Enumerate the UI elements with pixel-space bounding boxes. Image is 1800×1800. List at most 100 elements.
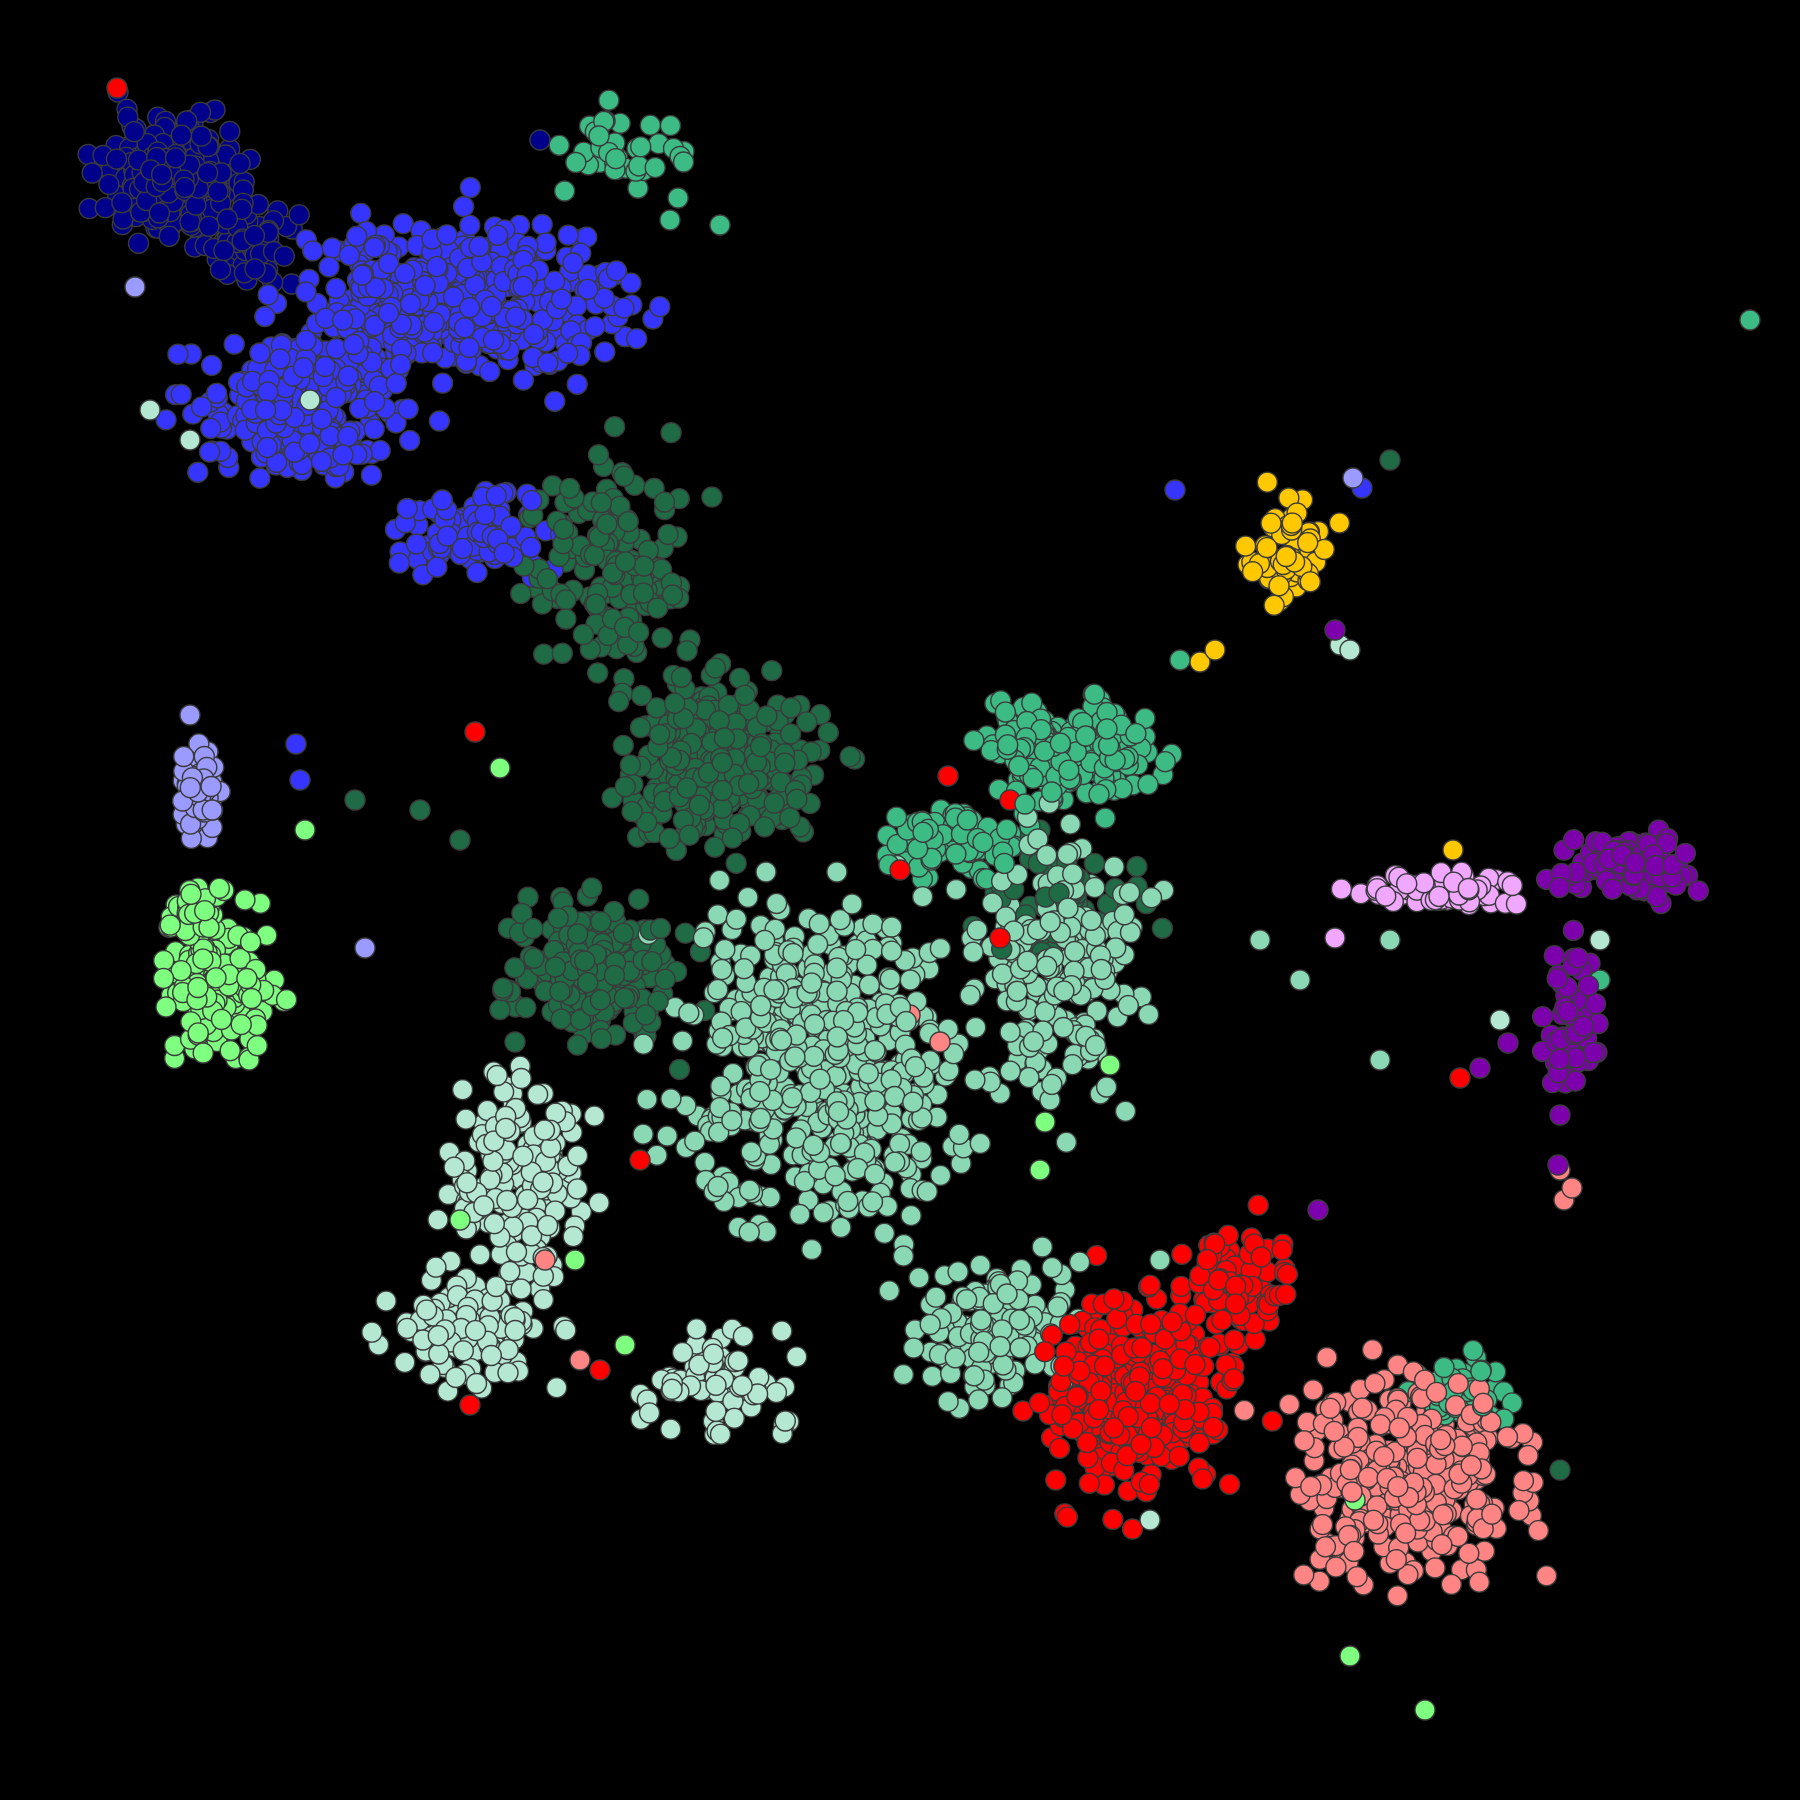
data-point	[533, 1119, 556, 1141]
data-point	[1086, 1000, 1108, 1022]
data-point	[314, 355, 336, 378]
data-point	[1170, 1275, 1192, 1298]
data-point	[1433, 1356, 1455, 1379]
data-point	[692, 927, 715, 949]
data-point	[1035, 844, 1058, 867]
data-point	[1116, 1444, 1138, 1467]
data-point	[603, 416, 626, 438]
data-point	[1039, 911, 1061, 933]
data-point	[826, 957, 848, 979]
data-point	[707, 978, 729, 1001]
data-point	[522, 917, 544, 940]
data-point	[614, 1334, 636, 1356]
data-point	[1140, 1313, 1162, 1335]
data-point	[657, 523, 679, 546]
data-point	[405, 533, 428, 555]
data-point	[464, 721, 486, 743]
data-point	[1224, 1293, 1247, 1315]
data-point	[738, 1179, 761, 1201]
data-point	[523, 947, 545, 969]
data-point	[670, 666, 693, 688]
data-point	[553, 180, 576, 202]
data-point	[812, 1201, 834, 1224]
data-point	[1531, 1006, 1554, 1028]
data-point	[1168, 1445, 1190, 1468]
data-point	[861, 1191, 884, 1213]
data-point	[1018, 1066, 1040, 1089]
data-point	[236, 967, 258, 990]
data-point	[1342, 467, 1364, 489]
data-point	[1139, 1274, 1161, 1297]
data-point	[826, 861, 848, 883]
data-point	[332, 309, 354, 331]
data-point	[921, 1365, 943, 1388]
data-point	[583, 544, 605, 566]
data-point	[1080, 909, 1103, 931]
data-point	[970, 1309, 992, 1331]
data-point	[294, 819, 316, 841]
data-point	[1184, 1304, 1207, 1326]
data-point	[638, 1402, 661, 1424]
data-point	[713, 727, 736, 749]
data-point	[504, 1319, 526, 1342]
data-point	[1346, 1565, 1368, 1588]
data-point	[1022, 1030, 1045, 1053]
data-point	[911, 1107, 933, 1129]
data-point	[781, 1086, 803, 1109]
data-point	[1584, 993, 1607, 1015]
data-point	[584, 316, 606, 338]
data-point	[1149, 1249, 1171, 1271]
data-point	[684, 1130, 706, 1152]
data-point	[1517, 1444, 1539, 1467]
data-point	[1068, 1251, 1091, 1273]
data-point	[732, 1325, 755, 1348]
data-point	[485, 485, 507, 507]
data-point	[1164, 479, 1186, 501]
data-point	[1049, 732, 1072, 754]
data-point	[536, 568, 558, 590]
data-point	[254, 399, 277, 421]
data-point	[963, 1365, 985, 1387]
data-point	[192, 948, 214, 970]
data-point	[581, 877, 603, 899]
data-point	[1577, 975, 1600, 997]
data-point	[423, 311, 445, 334]
data-point	[505, 1241, 528, 1263]
data-point	[892, 1363, 915, 1386]
data-point	[363, 390, 386, 413]
data-point	[480, 1344, 502, 1367]
data-point	[409, 799, 431, 821]
data-point	[749, 1080, 771, 1103]
data-point	[564, 1249, 586, 1271]
data-point	[912, 821, 934, 843]
data-point	[629, 1149, 651, 1171]
data-point	[1292, 1564, 1315, 1586]
data-point	[1562, 829, 1585, 851]
data-point	[299, 389, 321, 411]
data-point	[589, 1359, 611, 1381]
data-point	[485, 1275, 507, 1298]
data-point	[999, 1021, 1021, 1043]
data-point	[880, 940, 903, 962]
data-point	[453, 317, 476, 339]
data-point	[1241, 561, 1264, 583]
data-point	[899, 969, 921, 991]
data-point	[1379, 929, 1401, 951]
data-point	[1386, 1585, 1409, 1607]
data-point	[443, 1156, 465, 1178]
data-point	[200, 775, 222, 798]
data-point	[1083, 683, 1106, 705]
data-point	[209, 259, 232, 281]
data-point	[705, 1374, 727, 1397]
data-point	[193, 900, 216, 922]
data-point	[311, 408, 333, 430]
data-point	[709, 214, 731, 236]
data-point	[959, 984, 981, 1007]
data-point	[1087, 1398, 1110, 1421]
data-point	[1117, 1405, 1140, 1428]
data-point	[590, 492, 613, 514]
data-point	[172, 745, 195, 768]
data-point	[660, 1418, 682, 1440]
data-point	[755, 861, 777, 883]
data-point	[707, 1175, 729, 1198]
